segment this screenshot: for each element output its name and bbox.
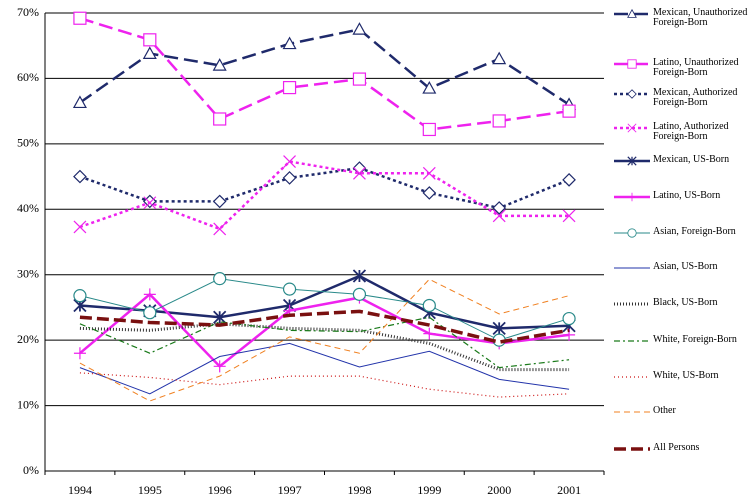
data-point [143,306,157,320]
data-point [213,360,226,373]
legend-label: Latino, Authorized Foreign-Born [653,121,729,142]
legend-label: Latino, US-Born [653,190,721,201]
series-line [79,322,570,372]
data-point [283,155,296,168]
data-point [352,72,367,86]
legend-label: White, US-Born [653,370,719,381]
data-point [562,104,576,118]
x-tick-label: 2000 [487,483,511,497]
legend-label: Black, US-Born [653,297,718,308]
data-point [422,81,437,94]
legend-label: Asian, Foreign-Born [653,226,736,237]
series-line [79,17,570,131]
series-line [79,28,570,106]
legend-marker [627,228,637,238]
legend-marker [627,8,637,18]
data-point [492,209,506,223]
data-point [422,298,436,313]
data-point [352,22,367,35]
data-point [213,222,227,236]
data-point [352,269,367,283]
x-tick-label: 1997 [278,483,302,497]
data-point [143,33,157,47]
data-point [73,11,87,25]
series-line [79,274,570,330]
data-point [422,166,436,180]
data-point [282,36,297,50]
legend-label: Mexican, Authorized Foreign-Born [653,87,738,108]
data-point [492,114,506,128]
series-line [79,342,570,395]
x-tick-label: 1996 [208,483,232,497]
series-line [79,292,570,368]
data-point [492,321,506,336]
legend-label: White, Foreign-Born [653,334,737,345]
legend-label: All Persons [653,442,700,453]
data-point [282,80,297,95]
data-point [282,171,297,185]
data-point [142,46,157,59]
y-tick-label: 70% [17,5,39,19]
legend-marker [627,89,637,99]
y-tick-label: 40% [17,201,39,215]
legend-label: Other [653,405,676,416]
data-point [562,172,576,187]
x-tick-label: 1999 [417,483,441,497]
data-point [212,58,227,71]
series-line [79,309,570,344]
data-point [562,311,576,326]
legend-marker [627,192,637,202]
x-tick-label: 1998 [347,483,371,497]
legend-label: Mexican, Unauthorized Foreign-Born [653,7,748,28]
x-tick-label: 1995 [138,483,162,497]
data-point [422,186,437,200]
y-tick-label: 10% [17,397,39,411]
legend-label: Latino, Unauthorized Foreign-Born [653,57,739,78]
data-point [143,288,156,301]
y-tick-label: 60% [17,70,39,84]
series-line [79,316,570,369]
series-line [79,160,570,231]
data-point [143,196,157,210]
y-tick-label: 50% [17,136,39,150]
data-point [73,289,87,303]
legend-label: Mexican, US-Born [653,154,730,165]
data-point [423,327,436,340]
data-point [352,287,367,301]
data-point [213,112,227,126]
series-line [79,278,570,402]
x-tick-label: 2001 [557,483,581,497]
legend-label: Asian, US-Born [653,261,718,272]
y-tick-label: 20% [17,332,39,346]
legend-marker [627,59,637,69]
data-point [73,169,87,184]
y-tick-label: 0% [23,463,39,477]
data-point [353,166,366,180]
legend-marker [627,156,637,166]
data-point [492,201,507,215]
data-point [562,209,576,223]
x-tick-label: 1994 [68,483,92,497]
data-point [212,194,227,209]
data-point [73,347,86,360]
data-point [422,122,436,137]
data-point [213,272,227,286]
data-point [213,310,227,324]
series-line [79,278,570,341]
series-line [79,166,570,210]
data-point [73,220,87,234]
legend-marker [627,123,637,133]
data-point [72,95,87,109]
series-line [79,372,570,398]
y-tick-label: 30% [17,266,39,280]
data-point [282,282,297,296]
data-point [492,51,507,65]
